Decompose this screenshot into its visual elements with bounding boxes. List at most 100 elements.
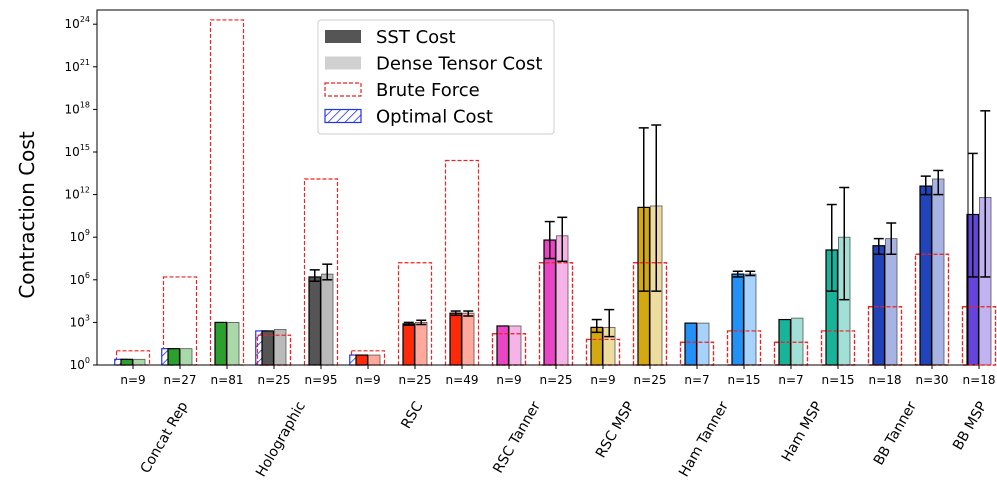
x-tick-label: n=25 (540, 373, 573, 387)
category-label: Concat Rep (138, 399, 192, 476)
category-label: Ham MSP (779, 399, 826, 465)
bar-group-10 (585, 308, 621, 366)
sst-cost-bar (308, 276, 322, 366)
y-tick-exponent: 21 (80, 58, 90, 67)
dense-cost-bar (321, 273, 334, 366)
bar-group-16 (867, 222, 903, 366)
bar-group-13 (726, 270, 762, 366)
bar-group-7 (444, 159, 480, 366)
x-tick-label: n=25 (399, 373, 432, 387)
x-tick-label: n=81 (211, 373, 244, 387)
y-tick-exponent: 12 (80, 186, 90, 195)
dense-error-bar (933, 169, 944, 196)
dense-error-bar (745, 270, 756, 277)
y-tick-label: 106 (70, 271, 90, 287)
dense-cost-bar (462, 312, 475, 366)
bar-group-11 (632, 124, 668, 366)
y-tick-base: 10 (65, 102, 80, 116)
x-tick-label: n=9 (120, 373, 145, 387)
bar-group-18 (961, 110, 997, 366)
dense-cost-bar (697, 322, 710, 366)
dense-cost-bar (885, 238, 898, 366)
x-tick-label: n=27 (164, 373, 197, 387)
sst-error-bar (638, 127, 649, 292)
category-label: BB Tanner (871, 399, 920, 468)
y-axis-label: Contraction Cost (15, 131, 39, 298)
y-tick-label: 1015 (65, 143, 90, 159)
x-tick-label: n=30 (916, 373, 949, 387)
y-tick-exponent: 6 (85, 271, 90, 280)
bar-group-1 (161, 276, 198, 366)
plot-frame (96, 9, 969, 366)
sst-error-bar (544, 220, 555, 260)
dense-cost-bar (791, 317, 804, 366)
plot-area (114, 19, 997, 366)
brute-force-overlay (867, 306, 903, 366)
brute-force-bar (209, 19, 245, 366)
sst-cost-bar (214, 321, 228, 366)
x-tick-label: n=95 (305, 373, 338, 387)
sst-cost-bar (872, 245, 886, 366)
y-tick-label: 109 (70, 228, 90, 244)
bar-group-8 (491, 325, 527, 366)
sst-cost-bar (731, 273, 745, 366)
y-tick-base: 10 (65, 17, 80, 31)
y-tick-label: 100 (70, 356, 90, 372)
dense-cost-bar (368, 354, 381, 366)
x-tick-label: n=9 (496, 373, 521, 387)
y-tick-label: 1012 (65, 186, 90, 202)
sst-cost-bar (261, 330, 275, 366)
y-tick-base: 10 (65, 60, 80, 74)
y-tick-base: 10 (70, 315, 85, 329)
sst-error-bar (873, 237, 884, 255)
y-tick-base: 10 (65, 145, 80, 159)
x-tick-label: n=25 (258, 373, 291, 387)
category-label: BB MSP (950, 399, 990, 453)
dense-error-bar (839, 186, 850, 301)
legend-swatch-brute (324, 82, 362, 97)
x-tick-label: n=9 (355, 373, 380, 387)
bar-group-9 (538, 216, 574, 366)
bar-group-4 (303, 178, 339, 366)
x-tick-label: n=15 (822, 373, 855, 387)
legend-box (317, 19, 555, 135)
dense-cost-bar (133, 358, 146, 366)
y-tick-exponent: 3 (85, 313, 90, 322)
dense-error-bar (886, 222, 897, 255)
legend: SST Cost Dense Tensor Cost Brute Force Opti… (317, 19, 555, 135)
sst-error-bar (403, 321, 414, 326)
dense-error-bar (416, 319, 427, 326)
category-label: RSC Tanner (490, 399, 544, 476)
sst-cost-bar (449, 312, 463, 366)
y-tick-label: 103 (70, 313, 90, 329)
legend-swatch-optimal (324, 108, 362, 124)
dense-error-bar (557, 216, 568, 263)
sst-error-bar (732, 270, 743, 278)
y-tick-exponent: 0 (85, 356, 90, 365)
y-tick-base: 10 (70, 230, 85, 244)
dense-cost-bar (415, 321, 428, 366)
bar-group-5 (349, 350, 386, 366)
y-tick-exponent: 15 (80, 143, 90, 152)
sst-cost-bar (167, 348, 181, 366)
brute-force-overlay (961, 306, 997, 366)
dense-cost-bar (509, 325, 522, 366)
sst-cost-bar (496, 325, 510, 366)
bar-group-6 (397, 262, 433, 366)
legend-label-optimal: Optimal Cost (376, 107, 493, 128)
brute-force-overlay (820, 330, 856, 366)
brute-force-overlay (726, 330, 762, 366)
sst-error-bar (920, 175, 931, 196)
y-tick-label: 1024 (65, 15, 90, 31)
sst-cost-bar (684, 322, 698, 366)
x-tick-label: n=49 (446, 373, 479, 387)
x-tick-label: n=9 (590, 373, 615, 387)
sst-error-bar (591, 318, 602, 334)
dense-cost-bar (932, 178, 945, 366)
legend-label-brute: Brute Force (376, 80, 480, 101)
dense-error-bar (651, 124, 662, 292)
y-tick-base: 10 (70, 273, 85, 287)
legend-label-sst: SST Cost (376, 27, 456, 48)
y-tick-exponent: 9 (85, 228, 90, 237)
